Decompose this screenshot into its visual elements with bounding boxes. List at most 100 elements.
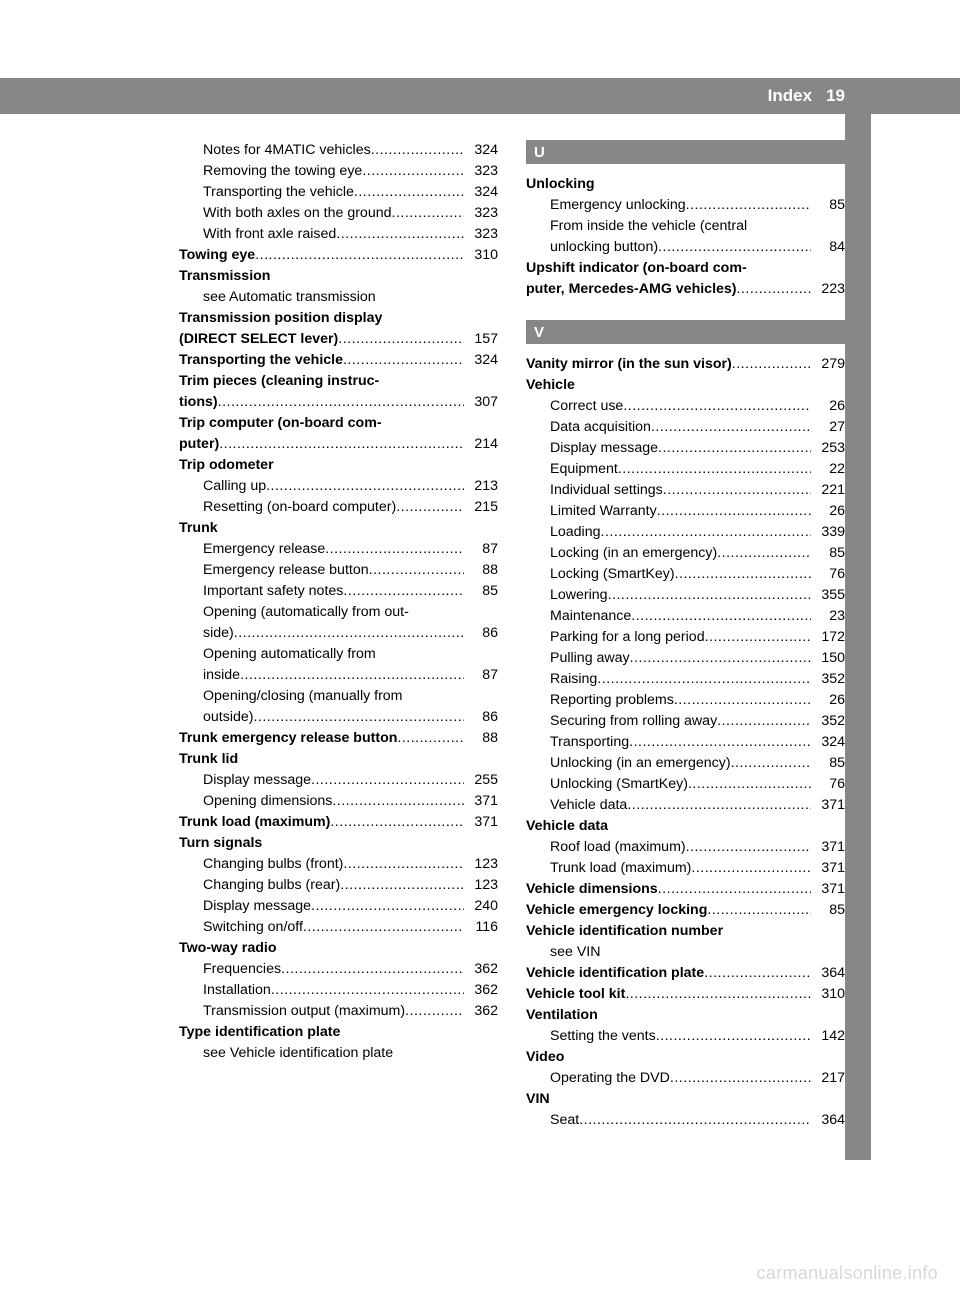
- index-entry: Maintenance23: [526, 606, 845, 627]
- index-entry: Installation362: [179, 980, 498, 1001]
- index-entry-label: Resetting (on-board computer): [203, 497, 396, 518]
- leader-dots: [255, 245, 464, 266]
- index-entry-page: 364: [811, 1110, 845, 1131]
- index-entry-line: Trip odometer: [179, 455, 498, 476]
- index-entry: Limited Warranty26: [526, 501, 845, 522]
- leader-dots: [658, 237, 811, 258]
- index-entry: outside)86: [179, 707, 498, 728]
- index-entry-line: From inside the vehicle (central: [526, 216, 845, 237]
- leader-dots: [627, 795, 811, 816]
- index-entry: Vanity mirror (in the sun visor)279: [526, 354, 845, 375]
- index-entry-page: 150: [811, 648, 845, 669]
- leader-dots: [663, 480, 811, 501]
- leader-dots: [266, 476, 464, 497]
- index-entry: Vehicle data371: [526, 795, 845, 816]
- leader-dots: [369, 560, 464, 581]
- leader-dots: [343, 854, 464, 875]
- index-entry-line: Turn signals: [179, 833, 498, 854]
- index-entry-page: 157: [464, 329, 498, 350]
- index-entry-line: see Vehicle identification plate: [179, 1043, 498, 1064]
- index-entry-line: Trim pieces (cleaning instruc-: [179, 371, 498, 392]
- watermark: carmanualsonline.info: [757, 1263, 938, 1284]
- index-entry-label: Parking for a long period: [550, 627, 705, 648]
- index-entry: Correct use26: [526, 396, 845, 417]
- leader-dots: [688, 774, 811, 795]
- index-entry: Emergency unlocking 85: [526, 195, 845, 216]
- index-entry-label: Emergency unlocking: [550, 195, 686, 216]
- leader-dots: [219, 434, 464, 455]
- index-entry: Locking (in an emergency)85: [526, 543, 845, 564]
- index-entry: Resetting (on-board computer) 215: [179, 497, 498, 518]
- index-entry-label: Transporting the vehicle: [179, 350, 343, 371]
- index-entry-label: Unlocking (in an emergency): [550, 753, 731, 774]
- leader-dots: [618, 459, 811, 480]
- index-entry-label: Switching on/off: [203, 917, 303, 938]
- index-entry: With front axle raised323: [179, 224, 498, 245]
- leader-dots: [717, 543, 811, 564]
- index-entry: Unlocking (SmartKey)76: [526, 774, 845, 795]
- index-entry-line: Trunk: [179, 518, 498, 539]
- index-column-right: UUnlockingEmergency unlocking85From insi…: [526, 140, 845, 1131]
- index-entry: Towing eye310: [179, 245, 498, 266]
- index-entry-page: 223: [811, 279, 845, 300]
- leader-dots: [674, 690, 811, 711]
- index-entry: Vehicle identification plate 364: [526, 963, 845, 984]
- index-entry-label: Trunk emergency release button: [179, 728, 397, 749]
- leader-dots: [392, 203, 465, 224]
- index-entry-page: 364: [811, 963, 845, 984]
- leader-dots: [330, 812, 464, 833]
- index-entry-line: see VIN: [526, 942, 845, 963]
- index-entry: Setting the vents142: [526, 1026, 845, 1047]
- index-column-left: Notes for 4MATIC vehicles324Removing the…: [155, 140, 498, 1131]
- index-entry: Trunk load (maximum) 371: [526, 858, 845, 879]
- index-entry-label: Pulling away: [550, 648, 630, 669]
- index-entry-label: Lowering: [550, 585, 608, 606]
- index-entry-line: Vehicle: [526, 375, 845, 396]
- index-entry-line: Upshift indicator (on-board com-: [526, 258, 845, 279]
- leader-dots: [218, 392, 464, 413]
- section-spacer: [526, 300, 845, 318]
- leader-dots: [397, 728, 464, 749]
- index-entry-label: Opening dimensions: [203, 791, 332, 812]
- index-entry-label: Vanity mirror (in the sun visor): [526, 354, 732, 375]
- index-entry-label: Locking (SmartKey): [550, 564, 675, 585]
- index-entry-page: 86: [464, 707, 498, 728]
- index-entry: Important safety notes85: [179, 581, 498, 602]
- index-entry-page: 323: [464, 161, 498, 182]
- index-entry-page: 85: [464, 581, 498, 602]
- index-entry-page: 86: [464, 623, 498, 644]
- index-entry-line: VIN: [526, 1089, 845, 1110]
- index-letter-heading: U: [526, 140, 845, 164]
- index-entry-page: 217: [811, 1068, 845, 1089]
- index-entry-label: Installation: [203, 980, 271, 1001]
- index-entry-page: 215: [464, 497, 498, 518]
- index-entry-label: Display message: [550, 438, 658, 459]
- index-entry-label: Emergency release: [203, 539, 325, 560]
- index-entry-label: tions): [179, 392, 218, 413]
- index-entry-page: 123: [464, 875, 498, 896]
- index-entry-page: 26: [811, 501, 845, 522]
- index-entry-label: Vehicle tool kit: [526, 984, 625, 1005]
- leader-dots: [675, 564, 811, 585]
- index-entry-label: Trunk load (maximum): [550, 858, 691, 879]
- index-entry-label: Roof load (maximum): [550, 837, 686, 858]
- index-entry: Transporting the vehicle324: [179, 350, 498, 371]
- leader-dots: [343, 350, 464, 371]
- index-entry-page: 371: [811, 795, 845, 816]
- index-entry: (DIRECT SELECT lever) 157: [179, 329, 498, 350]
- leader-dots: [336, 224, 464, 245]
- index-entry-label: Operating the DVD: [550, 1068, 670, 1089]
- index-entry-page: 253: [811, 438, 845, 459]
- index-entry: Vehicle tool kit310: [526, 984, 845, 1005]
- index-entry-page: 85: [811, 195, 845, 216]
- index-entry-label: Display message: [203, 770, 311, 791]
- index-entry: Display message240: [179, 896, 498, 917]
- index-entry-label: inside: [203, 665, 240, 686]
- leader-dots: [608, 585, 811, 606]
- index-entry-page: 371: [811, 858, 845, 879]
- leader-dots: [340, 875, 464, 896]
- index-entry-label: Vehicle identification plate: [526, 963, 704, 984]
- index-entry: Seat364: [526, 1110, 845, 1131]
- index-entry-label: (DIRECT SELECT lever): [179, 329, 338, 350]
- index-entry-line: Video: [526, 1047, 845, 1068]
